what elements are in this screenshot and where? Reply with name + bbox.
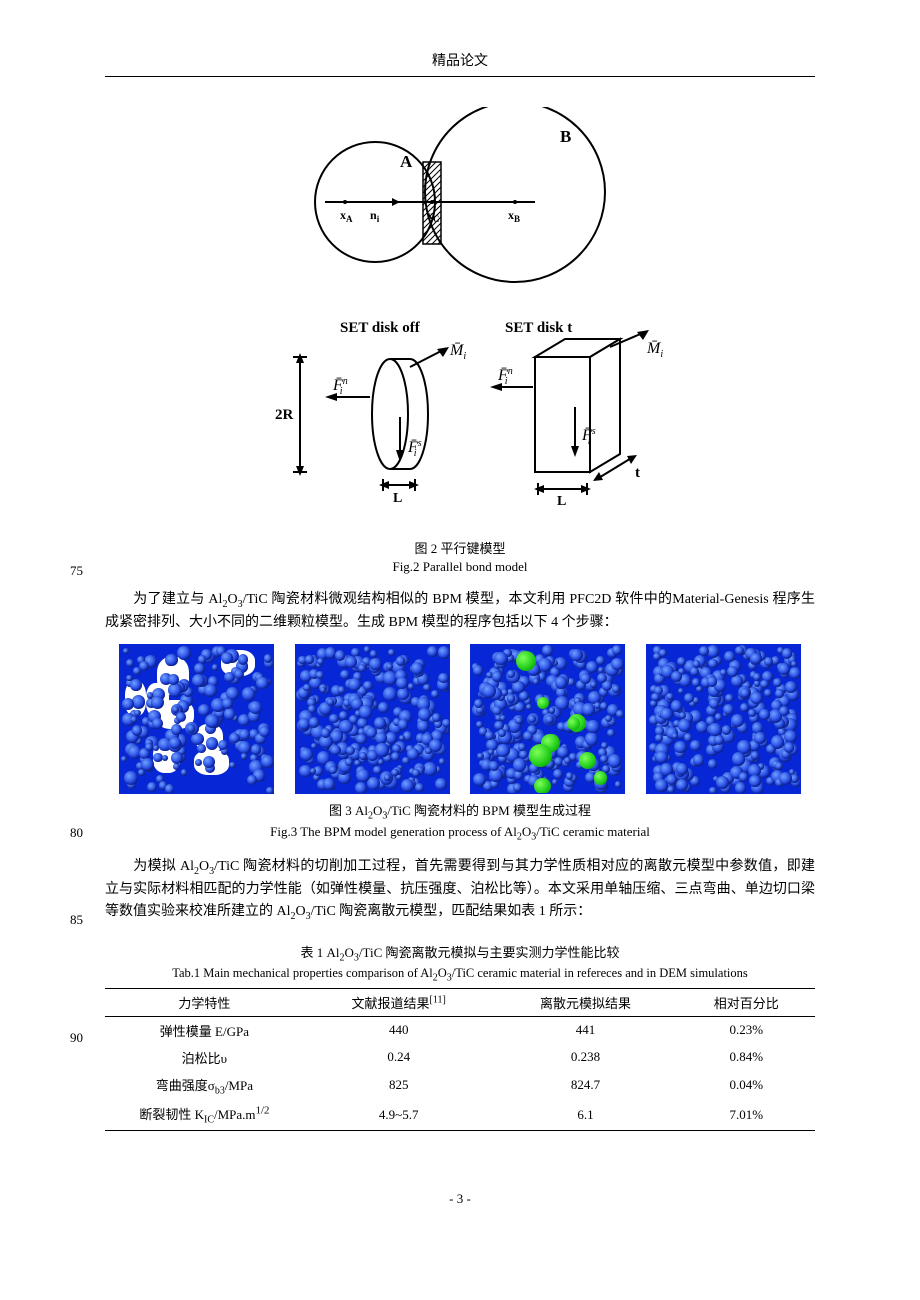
running-header: 精品论文 bbox=[105, 50, 815, 77]
figure-3-panels bbox=[119, 644, 801, 794]
label-A: A bbox=[400, 152, 413, 171]
line-number-85: 85 bbox=[70, 912, 83, 928]
bpm-panel-4 bbox=[646, 644, 801, 794]
table1-title-cn: 表 1 Al2O3/TiC 陶瓷离散元模拟与主要实测力学性能比较 bbox=[105, 942, 815, 964]
svg-text:xB: xB bbox=[508, 208, 520, 224]
line-number-90: 90 bbox=[70, 1030, 83, 1046]
table-row: 断裂韧性 KIC/MPa.m1/24.9~5.76.17.01% bbox=[105, 1100, 815, 1130]
set-disk-off-label: SET disk off bbox=[340, 320, 421, 336]
fig3-caption-cn: 图 3 Al2O3/TiC 陶瓷材料的 BPM 模型生成过程 bbox=[105, 800, 815, 822]
bpm-panel-3 bbox=[470, 644, 625, 794]
svg-text:xA: xA bbox=[340, 208, 353, 224]
label-B: B bbox=[560, 127, 571, 146]
svg-text:F̄ni: F̄ni bbox=[332, 376, 348, 397]
paragraph-2: 为模拟 Al2O3/TiC 陶瓷材料的切削加工过程，首先需要得到与其力学性质相对… bbox=[105, 856, 815, 924]
col-reference: 文献报道结果[11] bbox=[304, 988, 494, 1016]
table-row: 泊松比υ0.240.2380.84% bbox=[105, 1044, 815, 1071]
figure-2: A B xA ni xC xB SET disk off SET disk t … bbox=[105, 107, 815, 532]
col-simulation: 离散元模拟结果 bbox=[494, 988, 678, 1016]
svg-text:L: L bbox=[557, 494, 566, 509]
table-1: 力学特性 文献报道结果[11] 离散元模拟结果 相对百分比 弹性模量 E/GPa… bbox=[105, 988, 815, 1131]
line-number-80: 80 bbox=[70, 825, 83, 841]
svg-text:M̄i: M̄i bbox=[646, 340, 663, 360]
svg-text:L: L bbox=[393, 491, 402, 506]
svg-text:t: t bbox=[635, 465, 640, 481]
svg-text:M̄i: M̄i bbox=[449, 342, 466, 362]
svg-text:2R: 2R bbox=[275, 407, 294, 423]
fig2-caption-en: Fig.2 Parallel bond model bbox=[105, 559, 815, 575]
fig3-caption-en: Fig.3 The BPM model generation process o… bbox=[105, 824, 815, 843]
svg-text:F̄ni: F̄ni bbox=[497, 366, 513, 387]
svg-text:F̄si: F̄si bbox=[407, 438, 422, 459]
svg-text:ni: ni bbox=[370, 208, 380, 224]
set-disk-t-label: SET disk t bbox=[505, 320, 572, 336]
bpm-panel-2 bbox=[295, 644, 450, 794]
table1-title-en: Tab.1 Main mechanical properties compari… bbox=[105, 966, 815, 984]
col-percent: 相对百分比 bbox=[678, 988, 816, 1016]
paragraph-1: 为了建立与 Al2O3/TiC 陶瓷材料微观结构相似的 BPM 模型，本文利用 … bbox=[105, 589, 815, 634]
p1-a: 为了建立与 Al bbox=[133, 592, 222, 607]
bpm-panel-1 bbox=[119, 644, 274, 794]
line-number-75: 75 bbox=[70, 563, 83, 579]
table-row: 弹性模量 E/GPa4404410.23% bbox=[105, 1016, 815, 1044]
page-number: - 3 - bbox=[105, 1191, 815, 1207]
p2-a: 为模拟 Al bbox=[133, 859, 194, 874]
table-header-row: 力学特性 文献报道结果[11] 离散元模拟结果 相对百分比 bbox=[105, 988, 815, 1016]
col-property: 力学特性 bbox=[105, 988, 304, 1016]
fig2-caption-cn: 图 2 平行键模型 bbox=[105, 538, 815, 557]
p2-c: /TiC 陶瓷离散元模型，匹配结果如表 1 所示： bbox=[311, 904, 592, 919]
parallel-bond-svg: A B xA ni xC xB SET disk off SET disk t … bbox=[245, 107, 675, 527]
table-row: 弯曲强度σb3/MPa825824.70.04% bbox=[105, 1071, 815, 1101]
